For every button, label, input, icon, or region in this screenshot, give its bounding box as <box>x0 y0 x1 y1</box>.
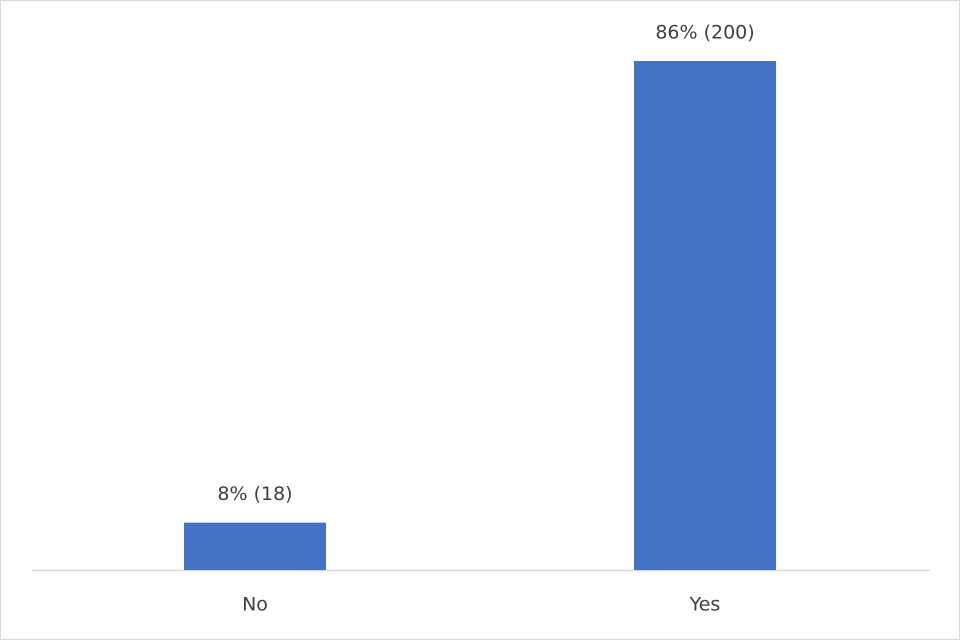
data-label: 86% (200) <box>655 22 754 44</box>
x-tick-label: No <box>242 594 268 616</box>
x-tick-label: Yes <box>689 594 721 616</box>
data-label: 8% (18) <box>217 483 292 505</box>
bar <box>634 61 776 570</box>
bar <box>184 522 326 570</box>
